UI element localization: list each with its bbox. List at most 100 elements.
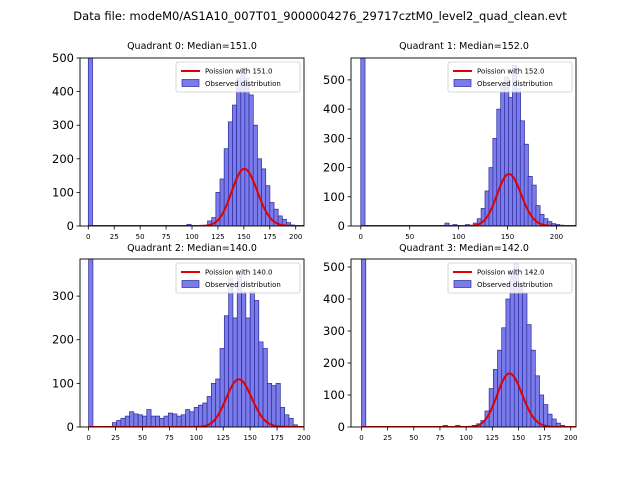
legend-observed-label: Observed distribution: [477, 80, 553, 88]
legend-observed-label: Observed distribution: [477, 281, 553, 289]
histogram-bar: [232, 104, 238, 226]
histogram-bar: [87, 58, 93, 226]
histogram-bar: [189, 411, 195, 427]
subplot-quadrant-0: Quadrant 0: Median=151.0 0 25 50 75 100 125 15…: [52, 41, 305, 241]
histogram-bar: [509, 273, 515, 427]
histogram-bar: [252, 124, 258, 226]
x-tick-label: 0: [86, 233, 90, 241]
y-tick-label: 200: [323, 161, 345, 175]
x-tick-label: 100: [452, 233, 465, 241]
histogram-bar: [159, 417, 165, 427]
histogram-bar: [241, 291, 247, 427]
histogram-bar: [219, 348, 225, 427]
x-tick-label: 150: [237, 233, 250, 241]
y-tick-label: 500: [323, 73, 345, 87]
subplot-title: Quadrant 0: Median=151.0: [127, 41, 257, 52]
histogram-bar: [361, 259, 367, 427]
histogram-bar: [232, 317, 238, 427]
histogram-bar: [248, 94, 254, 226]
legend-poisson-label: Poission with 140.0: [205, 269, 273, 277]
x-tick-label: 200: [550, 233, 563, 241]
histogram-bar: [261, 168, 267, 226]
subplot-quadrant-3: Quadrant 3: Median=142.0 0 25 50 75 100 125 15…: [323, 243, 577, 442]
x-tick-label: 100: [190, 434, 203, 442]
histogram-bar: [124, 415, 130, 427]
x-tick-label: 25: [111, 434, 120, 442]
x-tick-label: 150: [243, 434, 256, 442]
legend: Poission with 151.0 Observed distribution: [175, 61, 301, 93]
histogram-bar: [269, 202, 275, 226]
legend-observed-swatch: [453, 79, 472, 87]
histogram-bar: [176, 415, 182, 427]
legend-box: [447, 262, 573, 294]
histogram-bar: [249, 291, 255, 427]
x-tick-label: 125: [211, 233, 224, 241]
x-tick-label: 125: [217, 434, 230, 442]
figure-title: Data file: modeM0/AS1A10_007T01_90000042…: [73, 9, 567, 23]
y-tick-label: 100: [323, 388, 345, 402]
y-tick-label: 300: [52, 289, 74, 303]
x-tick-label: 75: [435, 434, 444, 442]
x-tick-label: 50: [409, 434, 418, 442]
legend-poisson-label: Poission with 151.0: [205, 68, 273, 76]
x-tick-label: 0: [86, 434, 90, 442]
histogram-bar: [275, 383, 281, 427]
subplot-title: Quadrant 2: Median=140.0: [127, 243, 257, 254]
histogram-bar: [505, 298, 511, 427]
histogram-bar: [185, 409, 191, 427]
histogram-bar: [284, 414, 290, 427]
x-tick-label: 175: [263, 233, 276, 241]
histogram-bar: [150, 415, 156, 427]
histogram-bar: [155, 415, 161, 427]
x-tick-label: 75: [162, 233, 171, 241]
x-tick-label: 200: [564, 434, 577, 442]
x-tick-label: 125: [486, 434, 499, 442]
histogram-bar: [547, 413, 553, 427]
legend: Poission with 140.0 Observed distribution: [175, 262, 301, 294]
legend-observed-label: Observed distribution: [205, 80, 281, 88]
legend-box: [175, 61, 301, 93]
legend-observed-swatch: [453, 280, 472, 288]
x-tick-label: 200: [297, 434, 310, 442]
legend-poisson-label: Poission with 152.0: [477, 68, 545, 76]
histogram-bar: [193, 407, 199, 427]
y-tick-label: 200: [52, 152, 74, 166]
histogram-bar: [142, 415, 148, 427]
histogram-bar: [215, 378, 221, 427]
histogram-bar: [202, 402, 208, 427]
subplot-title: Quadrant 1: Median=152.0: [399, 41, 529, 52]
legend-observed-swatch: [181, 79, 200, 87]
y-tick-label: 0: [67, 420, 74, 434]
y-tick-label: 100: [52, 185, 74, 199]
x-tick-label: 25: [110, 233, 119, 241]
x-tick-label: 175: [538, 434, 551, 442]
axes-frame: [79, 258, 305, 428]
histogram-bar: [223, 315, 229, 427]
x-tick-label: 0: [359, 233, 363, 241]
y-tick-label: 0: [338, 219, 345, 233]
histogram-bar: [88, 259, 94, 427]
x-tick-label: 100: [459, 434, 472, 442]
y-tick-label: 400: [323, 292, 345, 306]
histogram-bar: [236, 77, 242, 226]
histogram-bar: [180, 414, 186, 427]
y-tick-label: 400: [323, 102, 345, 116]
y-tick-label: 200: [323, 356, 345, 370]
x-tick-label: 50: [136, 233, 145, 241]
histogram-bar: [236, 273, 242, 427]
y-tick-label: 300: [52, 118, 74, 132]
histogram-bar: [146, 409, 152, 427]
x-tick-label: 75: [165, 434, 174, 442]
histogram-bar: [288, 417, 294, 427]
histogram-bar: [244, 77, 250, 226]
y-tick-label: 200: [52, 333, 74, 347]
y-tick-label: 300: [323, 324, 345, 338]
histogram-bar: [271, 385, 277, 427]
histogram-bar: [137, 414, 143, 427]
histogram-bar: [219, 178, 225, 226]
histogram-bar: [444, 222, 450, 226]
histogram-bar: [262, 348, 268, 427]
y-tick-label: 100: [323, 190, 345, 204]
legend-box: [447, 61, 573, 93]
